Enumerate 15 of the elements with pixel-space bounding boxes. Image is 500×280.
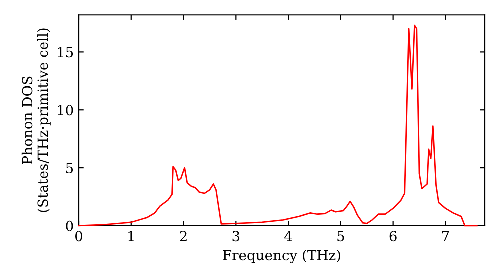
x-tick-label: 1 xyxy=(128,231,134,242)
x-tick-label: 5 xyxy=(338,231,344,242)
x-tick-label: 7 xyxy=(442,231,450,242)
x-tick-label: 4 xyxy=(284,231,292,242)
x-tick-label: 6 xyxy=(390,231,397,242)
y-axis-title: Phonon DOS (States/THz·primitive cell) xyxy=(22,28,51,212)
x-tick-label: 0 xyxy=(75,231,82,242)
x-tick-label: 3 xyxy=(232,231,240,242)
y-tick-label: 10 xyxy=(58,105,74,116)
y-tick-label: 5 xyxy=(66,163,74,174)
y-tick-label: 15 xyxy=(58,47,74,58)
line-series xyxy=(78,24,478,227)
x-axis-title: Frequency (THz) xyxy=(223,250,340,264)
x-tick-label: 2 xyxy=(180,231,187,242)
y-tick-label: 0 xyxy=(66,220,74,232)
